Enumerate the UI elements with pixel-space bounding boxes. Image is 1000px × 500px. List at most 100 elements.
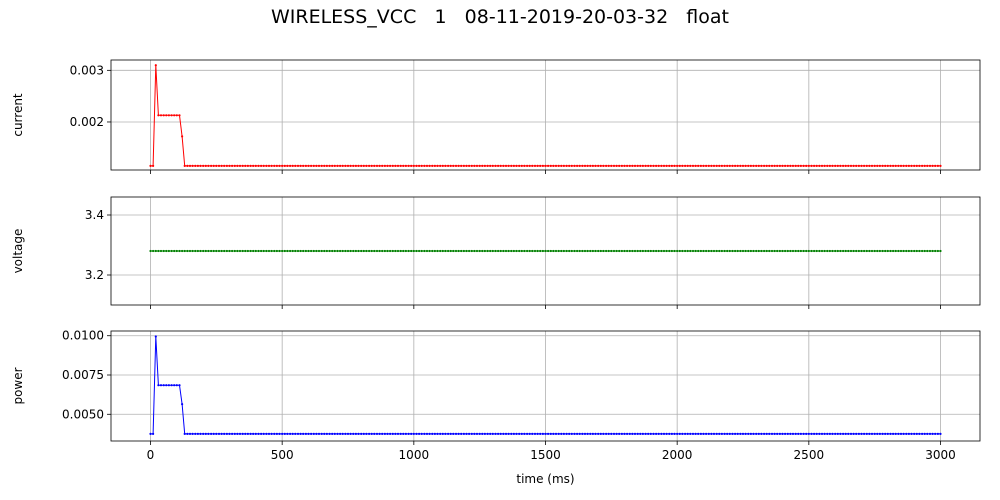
data-point (662, 249, 666, 253)
data-point (776, 432, 779, 435)
data-point (373, 164, 376, 167)
data-point (599, 432, 602, 435)
data-point (465, 249, 468, 253)
data-point (931, 249, 934, 253)
data-point (744, 164, 747, 167)
data-point (433, 249, 436, 253)
data-point (876, 164, 879, 167)
data-point (341, 432, 344, 435)
data-point (749, 432, 753, 435)
data-point (802, 249, 805, 253)
data-point (702, 164, 705, 167)
data-point (921, 164, 924, 167)
data-point (586, 164, 589, 167)
data-point (723, 164, 726, 167)
data-point (407, 432, 410, 435)
data-point (339, 432, 342, 435)
data-point (928, 164, 932, 167)
data-point (620, 249, 624, 253)
data-point (544, 164, 547, 167)
data-point (597, 164, 600, 167)
data-point (494, 249, 497, 253)
data-point (910, 164, 913, 167)
data-point (246, 164, 249, 167)
data-point (431, 164, 434, 167)
data-point (447, 249, 450, 253)
data-point (336, 249, 339, 253)
data-point (865, 164, 868, 167)
data-point (236, 164, 239, 167)
data-point (939, 164, 942, 167)
data-point (349, 164, 352, 167)
data-point (310, 249, 313, 253)
data-point (760, 249, 763, 253)
data-point (349, 432, 352, 435)
data-point (483, 249, 486, 253)
data-point (865, 432, 868, 435)
data-point (286, 164, 289, 167)
data-point (712, 164, 716, 167)
data-point (773, 164, 776, 167)
data-point (610, 164, 613, 167)
data-point (539, 164, 542, 167)
data-point (302, 432, 305, 435)
data-point (257, 432, 260, 435)
data-point (454, 432, 458, 435)
data-point (181, 135, 184, 138)
data-point (586, 432, 589, 435)
data-point (583, 432, 587, 435)
data-point (889, 164, 892, 167)
data-point (315, 249, 318, 253)
data-point (368, 249, 371, 253)
data-point (612, 164, 616, 167)
data-point (186, 249, 189, 253)
data-point (315, 432, 318, 435)
data-point (820, 249, 824, 253)
data-point (497, 432, 500, 435)
data-point (647, 432, 650, 435)
data-point (381, 249, 384, 253)
data-point (533, 249, 537, 253)
y-axis-label: current (11, 93, 25, 137)
data-point (407, 164, 410, 167)
data-point (204, 249, 207, 253)
data-point (589, 432, 592, 435)
data-point (641, 432, 645, 435)
data-point (539, 432, 542, 435)
data-point (797, 432, 800, 435)
data-point (233, 164, 236, 167)
data-point (381, 164, 384, 167)
data-point (757, 432, 760, 435)
data-point (797, 249, 800, 253)
data-point (921, 249, 924, 253)
data-point (602, 164, 605, 167)
data-point (386, 164, 389, 167)
data-point (323, 432, 326, 435)
y-tick-label: 3.4 (85, 208, 104, 222)
data-point (918, 164, 921, 167)
data-point (238, 164, 242, 167)
data-point (873, 249, 876, 253)
data-point (705, 432, 708, 435)
data-point (807, 164, 810, 167)
data-point (154, 64, 157, 67)
data-point (323, 164, 326, 167)
data-point (267, 249, 271, 253)
data-point (913, 249, 916, 253)
data-point (178, 114, 181, 117)
data-point (599, 164, 602, 167)
data-point (842, 432, 845, 435)
data-point (615, 249, 618, 253)
data-point (934, 432, 937, 435)
data-point (299, 249, 302, 253)
data-point (265, 249, 268, 253)
data-point (712, 432, 716, 435)
data-point (302, 249, 305, 253)
data-point (834, 164, 837, 167)
data-point (905, 164, 908, 167)
data-point (186, 164, 189, 167)
data-point (694, 164, 697, 167)
data-point (396, 164, 400, 167)
data-point (212, 164, 215, 167)
data-point (557, 249, 560, 253)
